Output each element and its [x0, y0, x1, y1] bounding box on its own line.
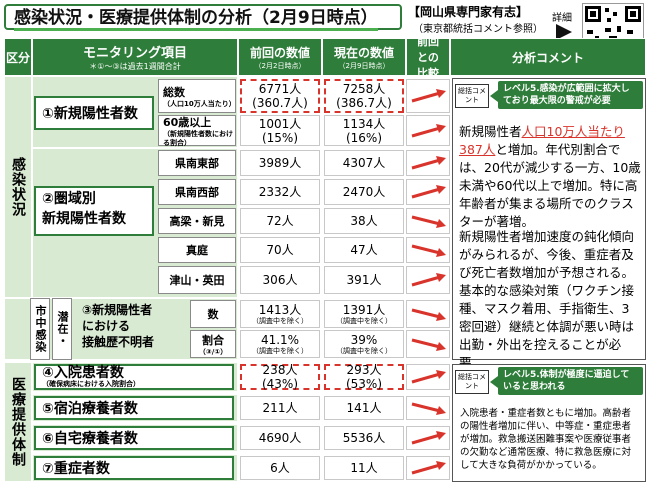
row1-total-label: 総数 （人口10万人当たり）	[158, 79, 236, 113]
row6-curr: 5536人	[324, 426, 404, 450]
header-compare: 前回との比較	[406, 35, 450, 80]
area-label: 真庭	[158, 237, 236, 263]
area-curr: 391人	[324, 266, 404, 294]
medical-level: レベル5.体制が極度に逼迫していると思われる	[498, 367, 643, 395]
row6-label: ⑥自宅療養者数	[34, 426, 234, 450]
area-label: 高梁・新見	[158, 208, 236, 234]
arrow-up-icon	[406, 456, 450, 480]
row7-prev: 6人	[240, 456, 320, 480]
row1-elder-prev: 1001人 (15%)	[240, 115, 320, 146]
row1-label: ①新規陽性者数	[34, 96, 154, 130]
row5-label: ⑤宿泊療養者数	[34, 396, 234, 420]
row1-total-prev: 6771人 (360.7人)	[240, 79, 320, 113]
pointer-icon	[490, 90, 498, 102]
row2-label: ②圏域別 新規陽性者数	[34, 186, 154, 236]
arrow-up-icon	[406, 115, 450, 146]
row4-label: ④入院患者数 （確保病床における入院割合）	[34, 364, 234, 390]
section-city: 市中感染	[30, 298, 50, 360]
row3-count-prev: 1413人 （調査中を除く）	[240, 300, 320, 328]
section-infection: 感染状況	[4, 76, 32, 298]
header-curr: 現在の数値 （2月9日時点）	[322, 38, 406, 76]
area-curr: 4307人	[324, 150, 404, 176]
area-prev: 2332人	[240, 179, 320, 205]
row4-prev: 238人 (43%)	[240, 363, 320, 391]
header-item: モニタリング項目 ＊①～③は過去1週間合計	[32, 38, 238, 76]
row1-elder-curr: 1134人 (16%)	[324, 115, 404, 146]
row3-ratio-label: 割合 （③/①）	[190, 330, 236, 358]
row5-prev: 211人	[240, 396, 320, 420]
summary-tag: 総括コメント	[455, 370, 489, 394]
infection-analysis: 新規陽性者人口10万人当たり387人と増加。年代別割合では、20代が減少する一方…	[459, 124, 641, 229]
arrow-up-icon	[406, 266, 450, 294]
infection-level: レベル5.感染が広範囲に拡大しており最大限の警戒が必要	[498, 81, 643, 109]
header-comment: 分析コメント	[450, 38, 646, 76]
arrow-down-icon	[406, 330, 450, 358]
arrow-down-icon	[406, 396, 450, 420]
section-medical: 医療提供体制	[4, 362, 32, 482]
row3-count-label: 数	[190, 300, 236, 328]
row3-ratio-curr: 39% （調査中を除く）	[324, 330, 404, 358]
arrow-down-icon	[406, 300, 450, 328]
arrow-up-icon	[406, 79, 450, 113]
row3-label: ③新規陽性者 における 接触歴不明者	[82, 303, 155, 349]
area-curr: 38人	[324, 208, 404, 234]
page-title: 感染状況・医療提供体制の分析（2月9日時点）	[4, 4, 402, 31]
row4-curr: 293人 (53%)	[324, 363, 404, 391]
header-category: 区分	[4, 38, 32, 76]
row5-curr: 141人	[324, 396, 404, 420]
area-label: 県南西部	[158, 179, 236, 205]
area-curr: 47人	[324, 237, 404, 263]
arrow-up-icon	[406, 150, 450, 176]
arrow-up-icon	[406, 364, 450, 390]
row1-elder-label: 60歳以上 （新規陽性者数における割合）	[158, 115, 236, 147]
arrow-up-icon	[406, 179, 450, 205]
arrow-right-icon	[556, 24, 572, 40]
row7-curr: 11人	[324, 456, 404, 480]
row3-count-curr: 1391人 （調査中を除く）	[324, 300, 404, 328]
detail-label: 詳細	[552, 13, 572, 24]
infection-comment-box	[452, 78, 646, 360]
arrow-down-icon	[406, 237, 450, 263]
area-prev: 306人	[240, 266, 320, 294]
area-prev: 72人	[240, 208, 320, 234]
medical-analysis: 入院患者・重症者数ともに増加。高齢者の陽性者増加に伴い、中等症・重症患者が増加。…	[460, 408, 632, 471]
row1-total-curr: 7258人 (386.7人)	[324, 79, 404, 113]
infection-analysis-2: 新規陽性者増加速度の鈍化傾向がみられるが、今後、重症者及び死亡者数増加が予想され…	[459, 229, 635, 370]
row3-ratio-prev: 41.1% （調査中を除く）	[240, 330, 320, 358]
area-label: 津山・英田	[158, 266, 236, 294]
row7-label: ⑦重症者数	[34, 456, 234, 480]
area-label: 県南東部	[158, 150, 236, 176]
source-label: 【岡山県専門家有志】 （東京都統括コメント参照）	[408, 5, 543, 35]
area-curr: 2470人	[324, 179, 404, 205]
pointer-icon	[490, 376, 498, 388]
section-latent: 潜在・	[52, 298, 72, 360]
arrow-up-icon	[406, 426, 450, 450]
summary-tag: 総括コメント	[455, 84, 489, 108]
area-prev: 3989人	[240, 150, 320, 176]
row6-prev: 4690人	[240, 426, 320, 450]
area-prev: 70人	[240, 237, 320, 263]
arrow-down-icon	[406, 208, 450, 234]
header-prev: 前回の数値 （2月2日時点）	[238, 38, 322, 76]
